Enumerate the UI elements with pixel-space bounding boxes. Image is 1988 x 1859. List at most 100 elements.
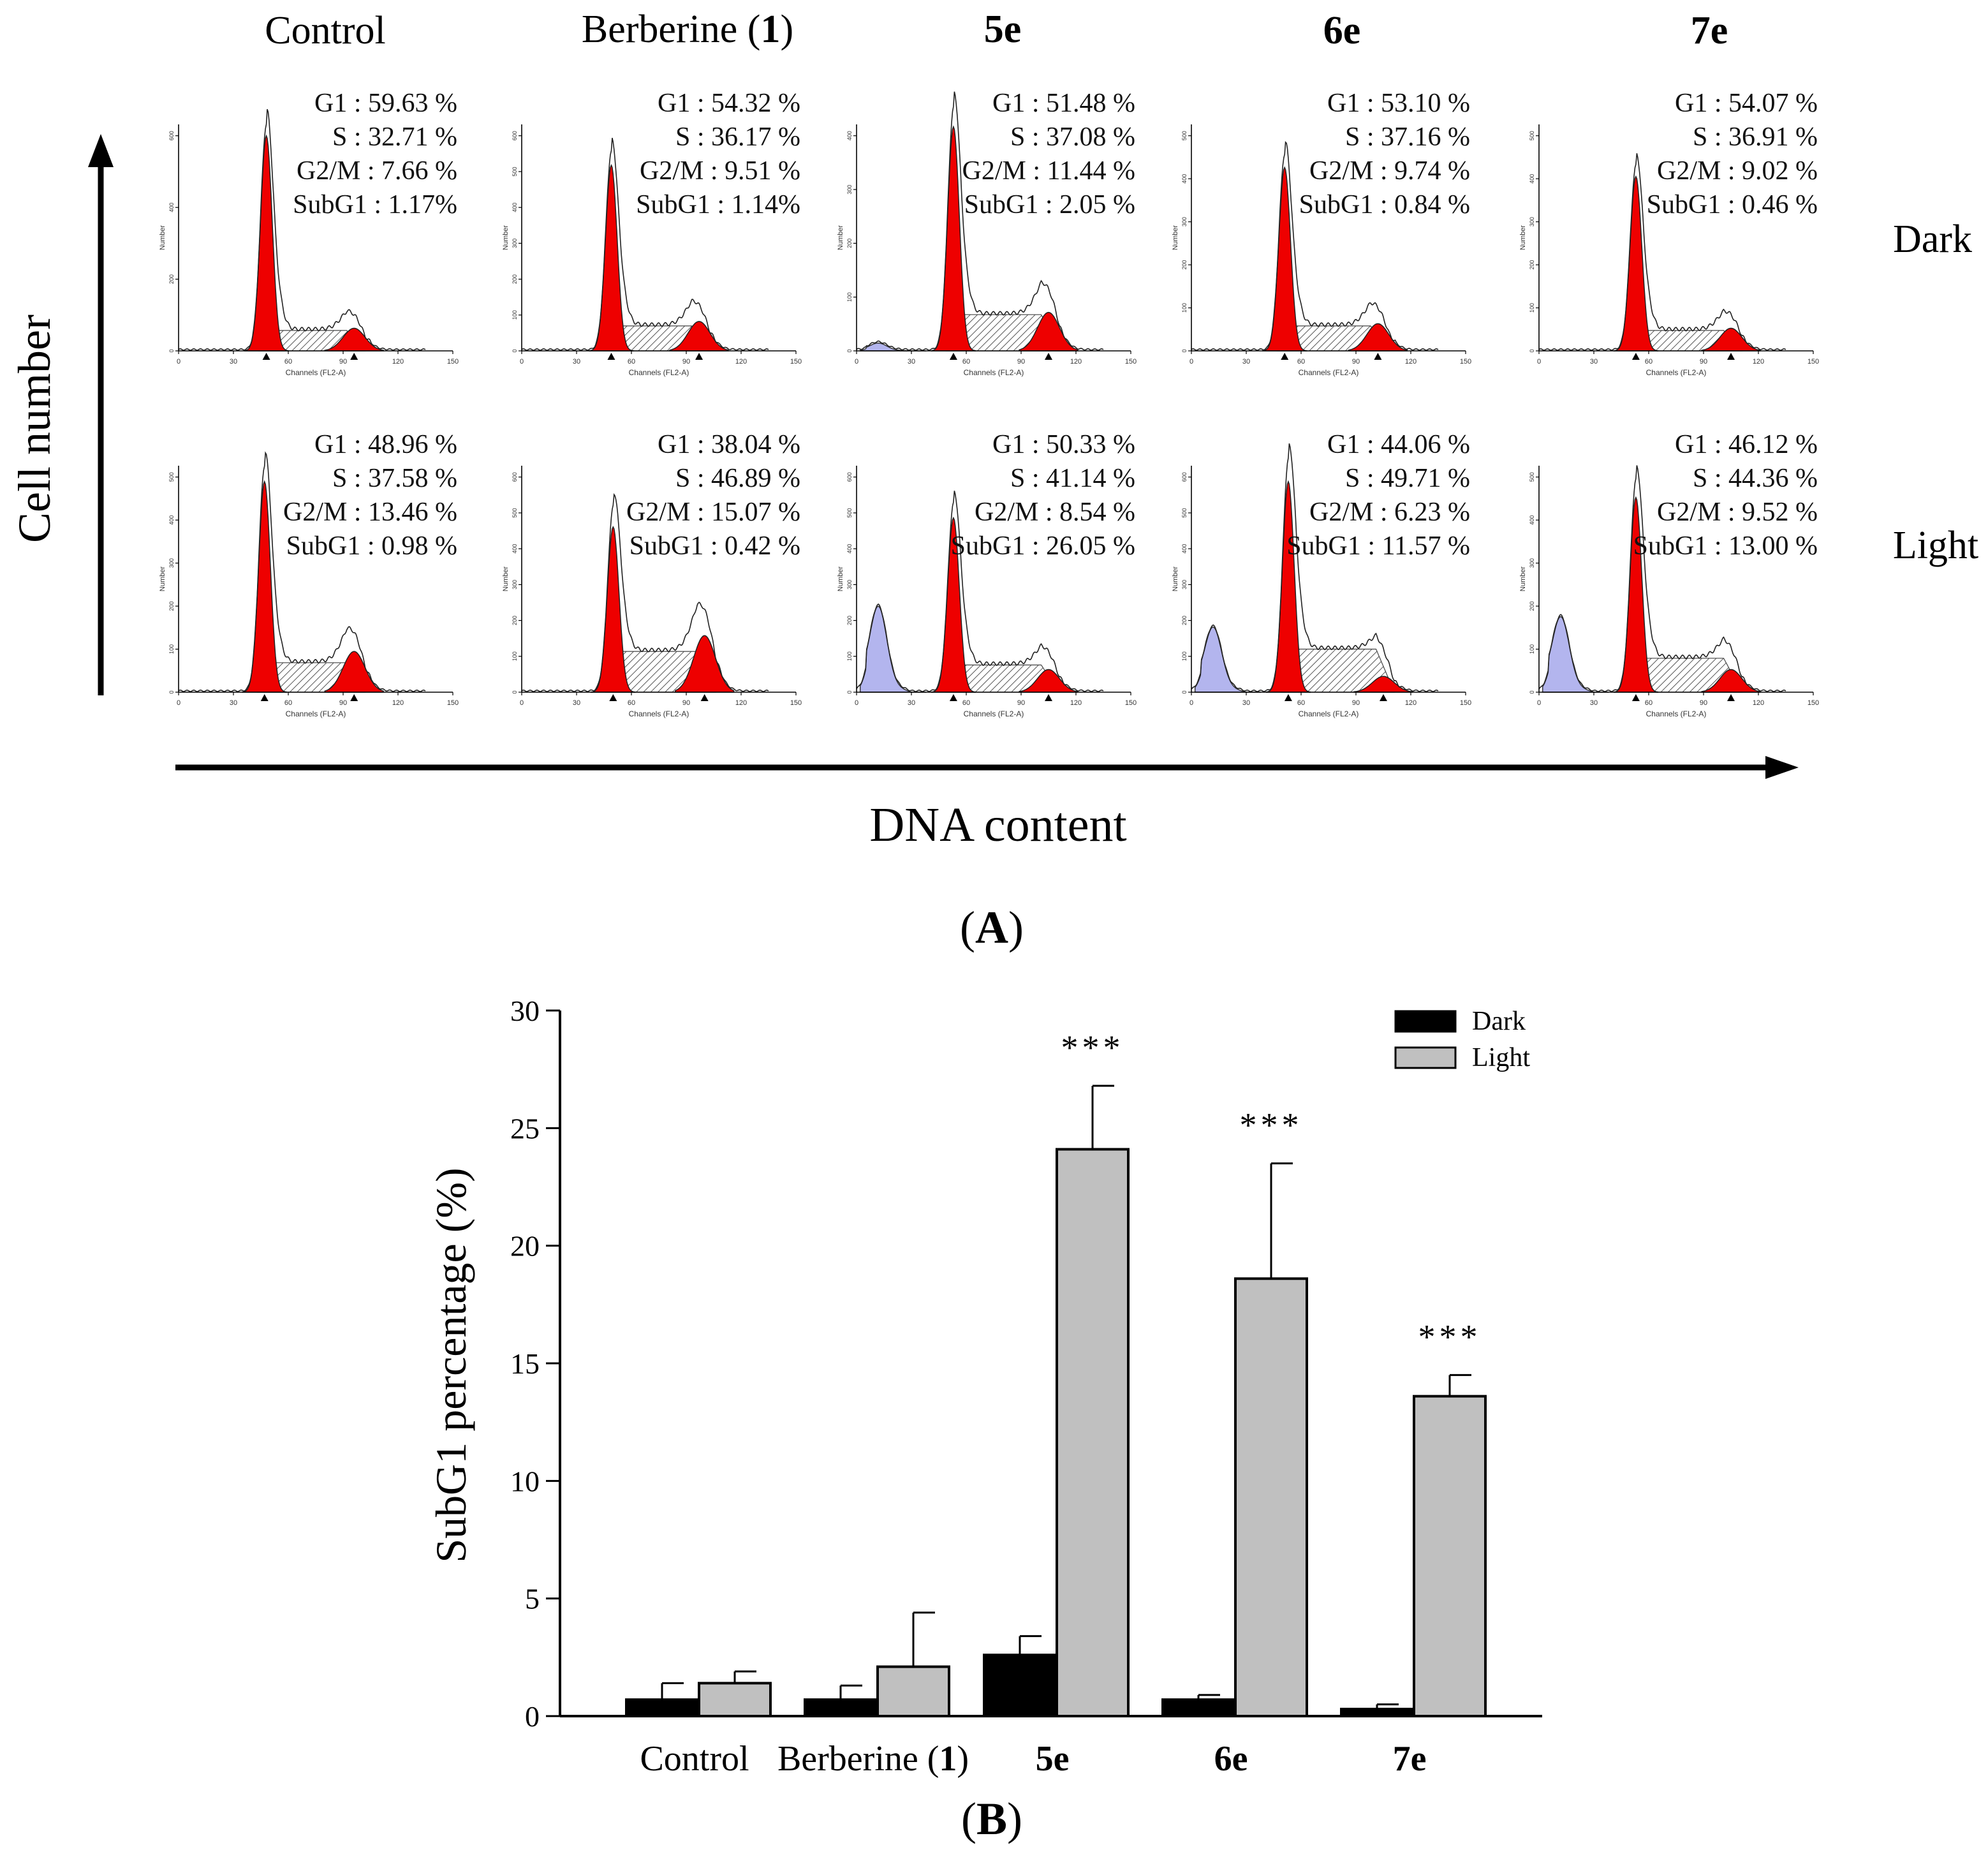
histogram-x-axis-label: Channels (FL2-A): [964, 709, 1024, 718]
phase-percentage-text: SubG1 : 13.00 %: [1633, 531, 1818, 561]
column-label-6e: 6e: [1323, 9, 1361, 52]
histogram-x-tick-label: 90: [1017, 358, 1025, 366]
histogram-x-axis-label: Channels (FL2-A): [629, 709, 689, 718]
bar-light-7e: [1413, 1395, 1487, 1717]
peak-marker: [350, 694, 358, 701]
histogram-dark-berberine-1: 0 30 60 90 120 150 Channels (FL2-A) 0 100 200 300 4…: [502, 89, 802, 377]
legend-swatch-dark: [1394, 1010, 1457, 1033]
histogram-x-tick-label: 60: [1645, 699, 1653, 707]
histogram-light-6e: 0 30 60 90 120 150 Channels (FL2-A) 0 100 200 300 4…: [1172, 430, 1471, 718]
histogram-x-tick-label: 0: [520, 358, 524, 366]
phase-percentage-text: SubG1 : 11.57 %: [1286, 531, 1470, 561]
histogram-y-tick-label: 300: [168, 558, 175, 568]
phase-percentage-text: SubG1 : 0.98 %: [286, 531, 457, 561]
histogram-x-tick-label: 0: [855, 699, 858, 707]
histogram-x-tick-label: 150: [447, 358, 459, 366]
histogram-envelope: [521, 493, 769, 692]
bar-dark-7e: [1340, 1707, 1414, 1717]
bar-dark-6e: [1161, 1698, 1235, 1718]
histogram-y-tick-label: 400: [512, 544, 518, 554]
histogram-y-tick-label: 400: [1529, 515, 1535, 525]
g1-peak: [591, 526, 636, 693]
bar-dark-5e: [983, 1654, 1057, 1718]
peak-marker: [350, 353, 358, 360]
panel-a-flow-cytometry: Control Berberine (1) 5e 6e 7e Dark Ligh…: [9, 8, 1978, 953]
histogram-x-tick-label: 150: [1460, 699, 1471, 707]
subg1-peak: [1194, 626, 1261, 693]
bar-light-6e: [1234, 1277, 1308, 1717]
histogram-x-tick-label: 90: [682, 699, 690, 707]
histogram-y-tick-label: 500: [846, 508, 853, 517]
histogram-x-tick-label: 0: [855, 358, 858, 366]
histogram-x-tick-label: 60: [962, 699, 970, 707]
phase-percentage-text: SubG1 : 1.14%: [636, 190, 800, 219]
histogram-x-tick-label: 120: [735, 699, 747, 707]
histogram-y-tick-label: 400: [1181, 544, 1188, 554]
histogram-y-tick-label: 500: [168, 472, 175, 482]
legend-label-light: Light: [1472, 1043, 1530, 1072]
histogram-y-tick-label: 0: [1529, 349, 1535, 352]
histogram-envelope: [1538, 153, 1786, 351]
histogram-y-tick-label: 0: [168, 690, 175, 693]
g2m-peak: [1701, 669, 1761, 693]
g1-peak: [589, 163, 634, 352]
peak-marker: [1727, 694, 1735, 701]
g2m-peak: [1353, 676, 1413, 693]
histogram-y-tick-label: 500: [512, 508, 518, 517]
panel-a-label: (A): [960, 902, 1024, 953]
histogram-x-tick-label: 0: [1189, 699, 1193, 707]
histogram-y-tick-label: 200: [512, 274, 518, 284]
histogram-x-tick-label: 150: [790, 699, 802, 707]
peak-marker: [700, 694, 709, 701]
peak-marker: [262, 353, 270, 360]
phase-percentage-text: S : 32.71 %: [332, 122, 457, 152]
histogram-y-tick-label: 0: [1181, 690, 1188, 693]
histogram-y-tick-label: 300: [1529, 558, 1535, 568]
histogram-x-tick-label: 120: [1070, 699, 1082, 707]
histogram-x-tick-label: 0: [1537, 358, 1541, 366]
histogram-y-tick-label: 400: [512, 203, 518, 212]
histogram-x-axis-label: Channels (FL2-A): [1299, 709, 1359, 718]
phase-percentage-text: SubG1 : 0.46 %: [1647, 190, 1818, 219]
phase-percentage-text: G1 : 48.96 %: [314, 430, 457, 459]
histogram-x-tick-label: 120: [1753, 358, 1764, 366]
phase-percentage-text: G1 : 53.10 %: [1327, 89, 1470, 118]
phase-percentage-text: SubG1 : 0.84 %: [1299, 190, 1470, 219]
panel-b-bar-chart: SubG1 percentage (%) 0 5 10 15 20 25 30 Contro…: [427, 995, 1542, 1844]
cell-number-label: Cell number: [9, 315, 60, 543]
histogram-x-tick-label: 0: [520, 699, 524, 707]
g2m-peak: [324, 327, 384, 352]
histogram-dark-7e: 0 30 60 90 120 150 Channels (FL2-A) 0 100 200 300 4…: [1519, 89, 1819, 377]
peak-marker: [260, 694, 269, 701]
histogram-envelope: [1191, 141, 1439, 351]
phase-percentage-text: G2/M : 9.02 %: [1657, 156, 1818, 186]
histogram-x-tick-label: 30: [1242, 699, 1250, 707]
histogram-y-tick-label: 300: [846, 185, 853, 195]
dna-content-arrowhead: [1765, 756, 1799, 779]
histogram-y-tick-label: 600: [1181, 472, 1188, 482]
dna-content-label: DNA content: [869, 798, 1126, 852]
histogram-x-tick-label: 120: [1070, 358, 1082, 366]
cell-number-arrowhead: [88, 134, 114, 167]
peak-marker: [1284, 694, 1292, 701]
row-label-dark: Dark: [1893, 218, 1972, 261]
histogram-y-axis-label: Number: [837, 225, 844, 250]
histogram-y-tick-label: 400: [168, 515, 175, 525]
histogram-envelope: [856, 91, 1104, 351]
peak-marker: [1631, 353, 1640, 360]
histogram-x-tick-label: 120: [1405, 699, 1417, 707]
histogram-x-tick-label: 90: [1017, 699, 1025, 707]
peak-marker: [695, 353, 703, 360]
histogram-y-tick-label: 0: [512, 349, 518, 352]
phase-percentage-text: G1 : 44.06 %: [1327, 430, 1470, 459]
histogram-y-tick-label: 200: [168, 274, 175, 284]
y-tick-label: 30: [510, 995, 540, 1027]
histogram-y-tick-label: 600: [168, 131, 175, 140]
histogram-y-tick-label: 100: [168, 644, 175, 654]
phase-percentage-text: G2/M : 8.54 %: [975, 498, 1135, 527]
histogram-y-tick-label: 500: [1529, 472, 1535, 482]
histogram-y-tick-label: 600: [846, 472, 853, 482]
bar-series: Control Berberine (1) 5e *** 6e *** 7e ***: [625, 1028, 1487, 1779]
histogram-y-tick-label: 0: [1529, 690, 1535, 693]
histogram-y-tick-label: 300: [846, 580, 853, 589]
